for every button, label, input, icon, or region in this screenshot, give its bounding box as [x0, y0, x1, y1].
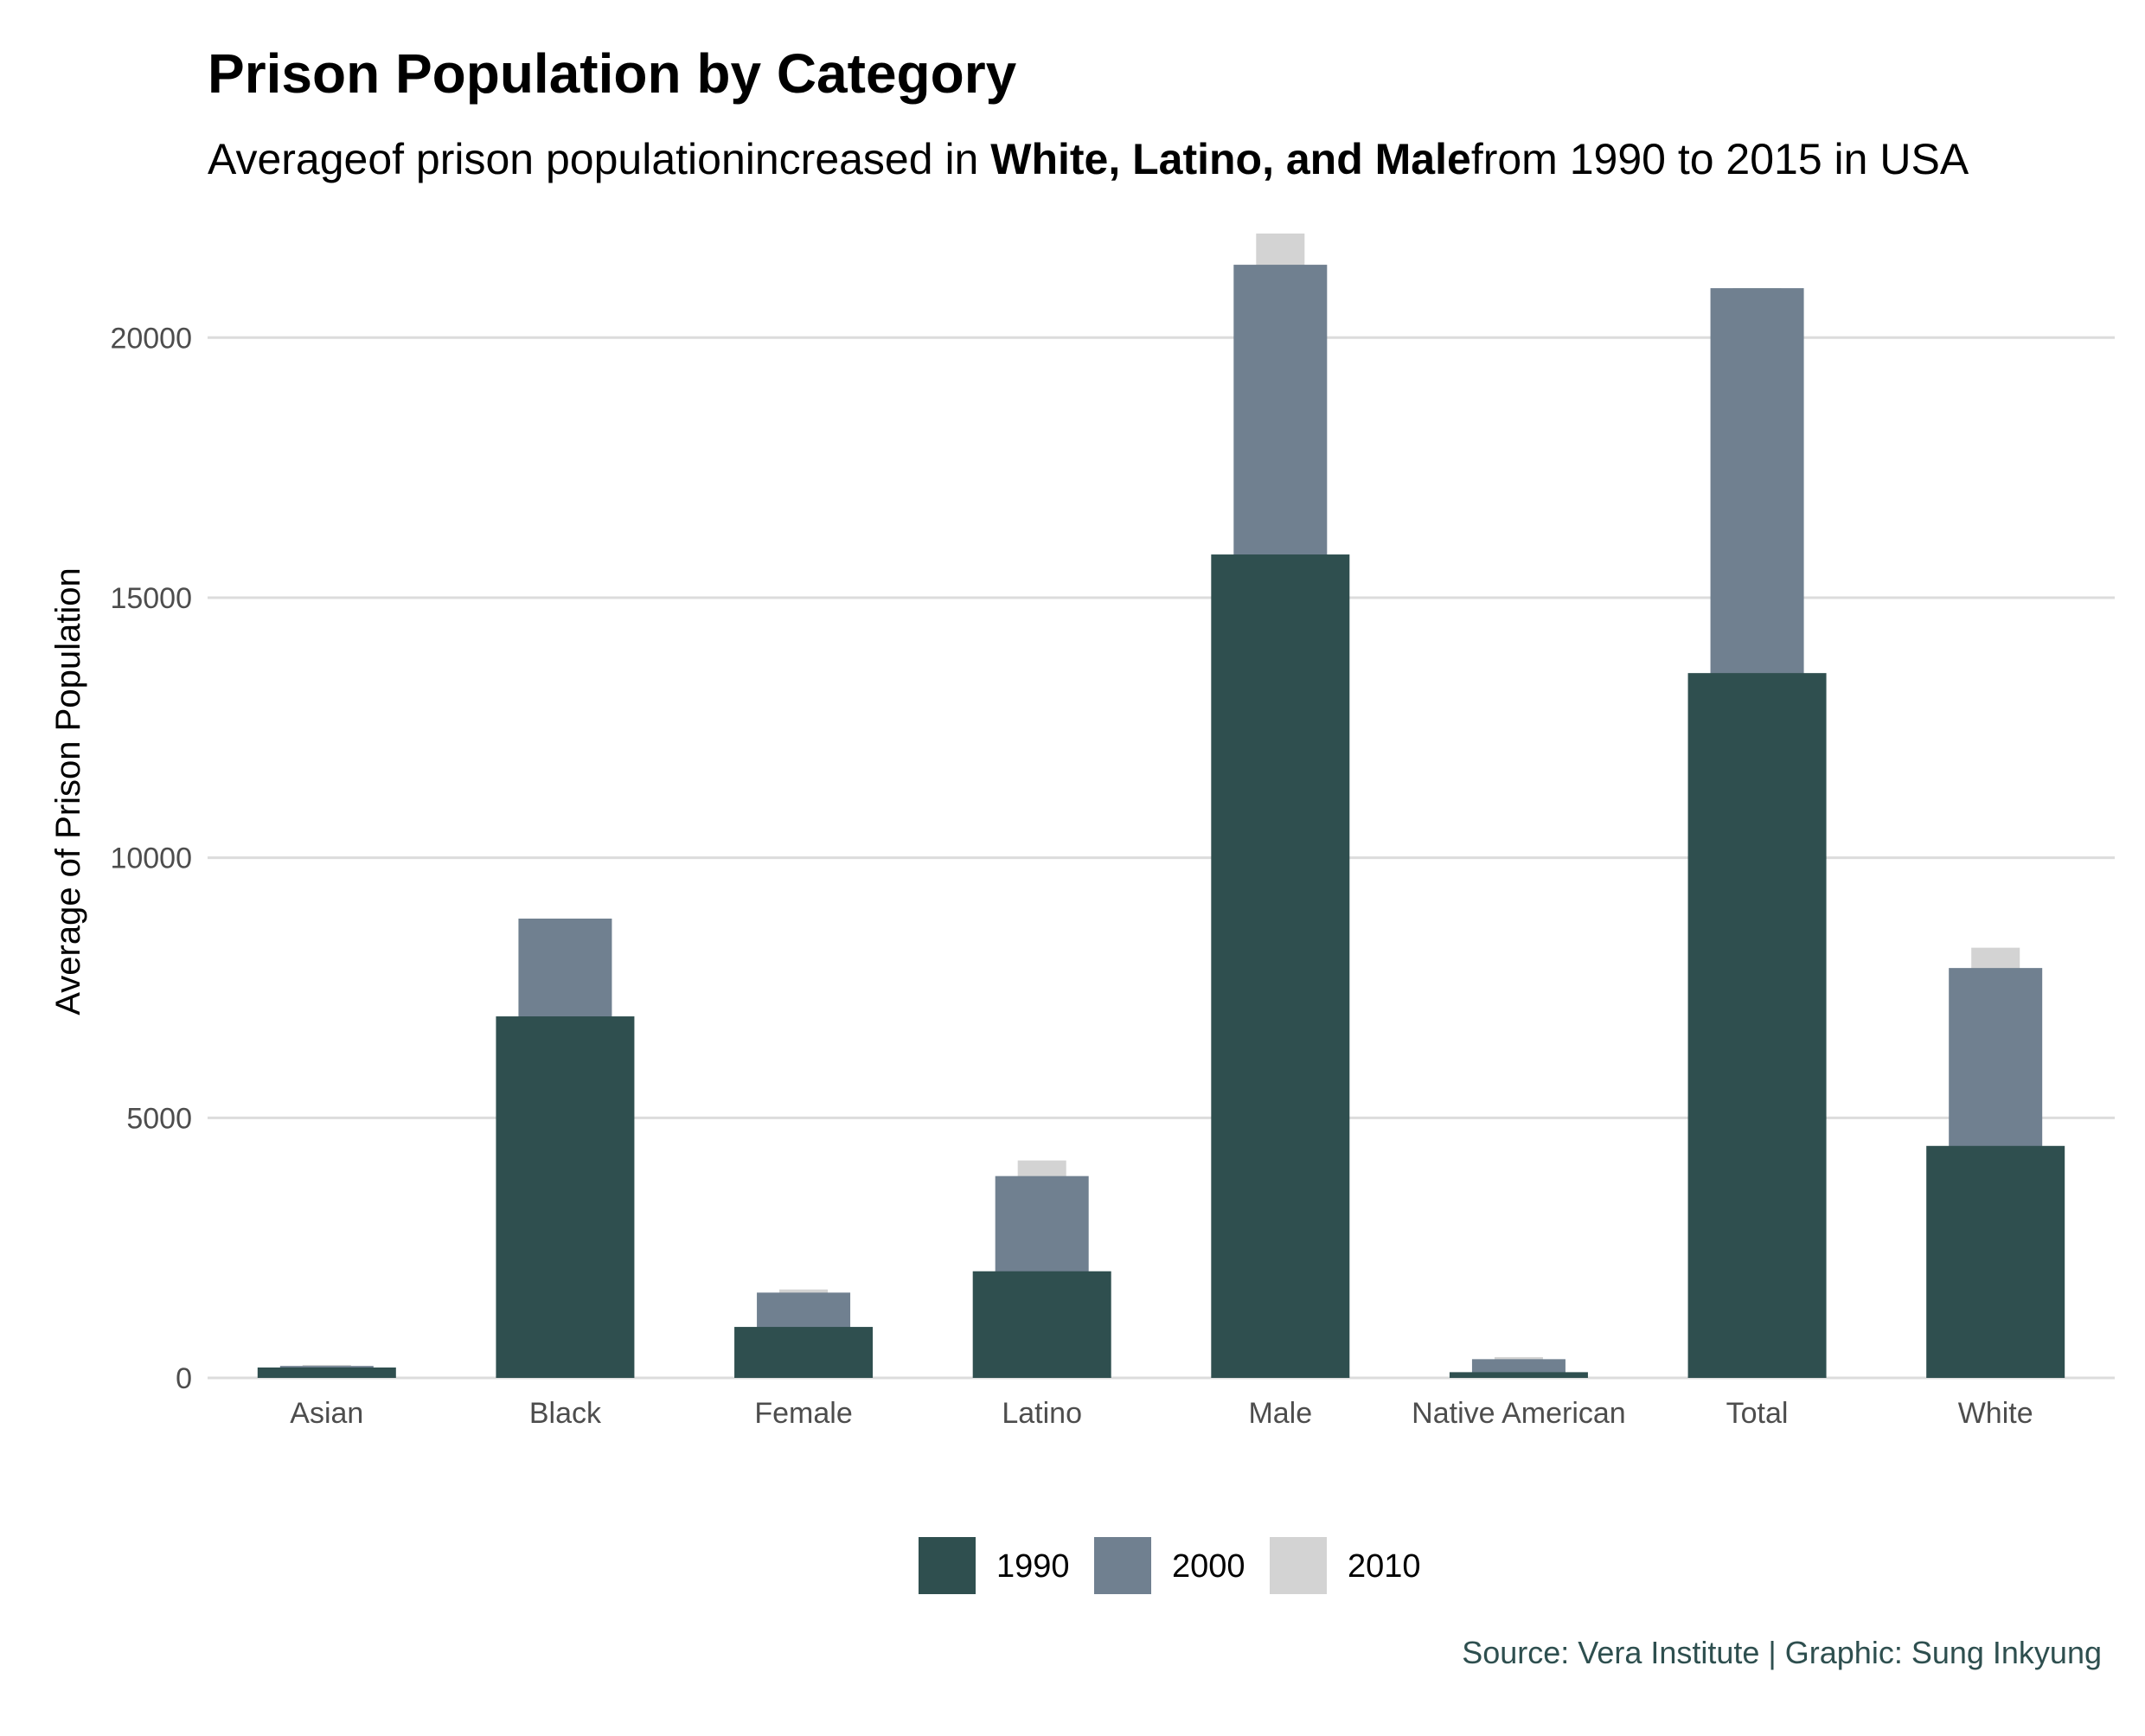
y-tick-label: 20000	[110, 322, 192, 355]
y-tick-labels: 0 5000 10000 15000 20000	[110, 322, 192, 1395]
chart-caption: Source: Vera Institute | Graphic: Sung I…	[1462, 1635, 2102, 1670]
x-tick-label: Male	[1248, 1397, 1312, 1430]
y-tick-label: 10000	[110, 842, 192, 875]
y-axis-label: Average of Prison Population	[49, 567, 87, 1015]
x-tick-label: Latino	[1002, 1397, 1082, 1430]
chart-title: Prison Population by Category	[208, 42, 1017, 105]
x-tick-labels: Asian Black Female Latino Male Native America…	[290, 1397, 2033, 1430]
grid-lines	[208, 336, 2115, 1380]
bar-1990	[734, 1327, 874, 1378]
x-tick-label: Native American	[1412, 1397, 1626, 1430]
bar-1990	[1449, 1372, 1588, 1378]
y-tick-label: 0	[176, 1362, 192, 1395]
bar-1990	[496, 1016, 635, 1378]
legend: 1990 2000 2010	[919, 1537, 1421, 1594]
x-tick-label: Asian	[290, 1397, 363, 1430]
legend-key-2010	[1270, 1537, 1327, 1594]
x-tick-label: White	[1958, 1397, 2033, 1430]
legend-label: 2000	[1172, 1548, 1245, 1585]
legend-label: 1990	[996, 1548, 1070, 1585]
subtitle-bold: White, Latino, and Male	[990, 135, 1471, 183]
y-tick-label: 15000	[110, 582, 192, 615]
subtitle-post: from 1990 to 2015 in USA	[1470, 135, 1969, 183]
subtitle-pre: Averageof prison populationincreased in	[208, 135, 991, 183]
x-tick-label: Black	[529, 1397, 602, 1430]
bars	[257, 234, 2065, 1379]
bar-1990	[1687, 673, 1827, 1378]
y-tick-label: 5000	[126, 1102, 192, 1135]
legend-key-1990	[919, 1537, 976, 1594]
x-tick-label: Female	[754, 1397, 852, 1430]
bar-1990	[1926, 1145, 2065, 1378]
bar-1990	[972, 1271, 1111, 1378]
bar-1990	[1211, 554, 1350, 1378]
chart-subtitle: Averageof prison populationincreased in …	[208, 134, 1969, 184]
legend-label: 2010	[1348, 1548, 1421, 1585]
legend-key-2000	[1094, 1537, 1151, 1594]
x-tick-label: Total	[1726, 1397, 1789, 1430]
bar-1990	[257, 1367, 396, 1378]
